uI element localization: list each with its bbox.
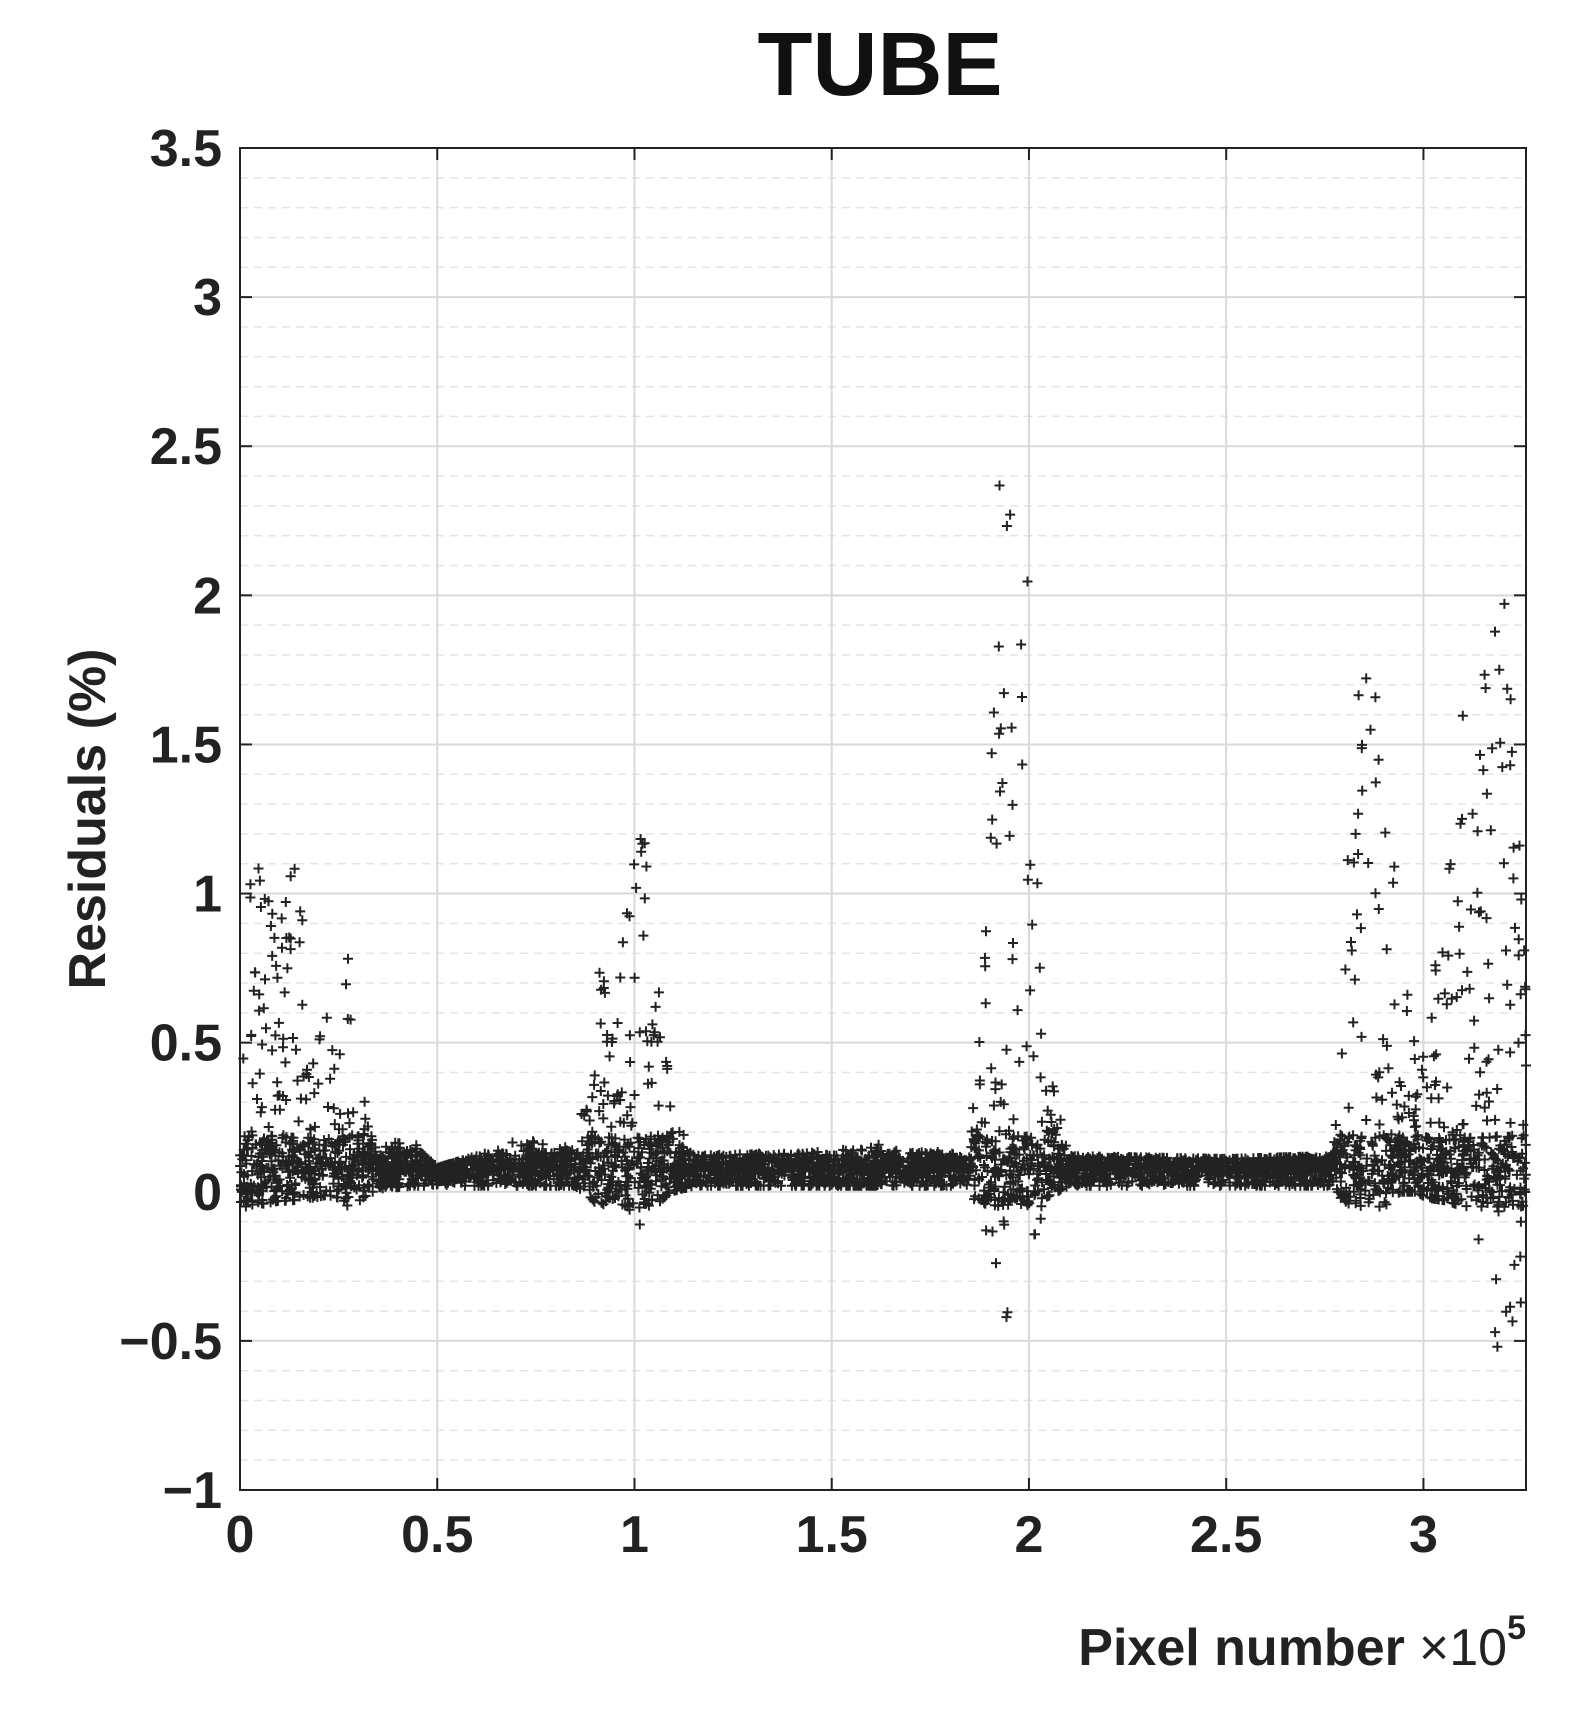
y-tick-label: −0.5 [119,1313,222,1371]
y-axis-label: Residuals (%) [59,649,117,990]
y-tick-label: 3 [193,269,222,327]
y-tick-label: −1 [163,1462,222,1520]
y-tick-label: 1.5 [150,716,222,774]
y-tick-label: 1 [193,866,222,924]
x-axis-exponent: 5 [1507,1609,1526,1647]
x-axis-label-group: Pixel number ×105 [1078,1609,1526,1677]
scatter-markers [235,480,1531,1352]
x-tick-label: 1.5 [796,1506,868,1564]
y-tick-label: 2 [193,567,222,625]
minor-gridlines [240,177,1526,1461]
y-tick-label: 3.5 [150,120,222,178]
y-tick-labels: −1 −0.5 0 0.5 1 1.5 2 2.5 3 3.5 [119,120,222,1520]
x-tick-labels: 0 0.5 1 1.5 2 2.5 3 [226,1506,1438,1564]
y-tick-label: 0.5 [150,1015,222,1073]
y-tick-label: 2.5 [150,418,222,476]
scatter-points [235,480,1531,1352]
x-tick-label: 2 [1014,1506,1043,1564]
x-tick-label: 0.5 [401,1506,473,1564]
x-tick-label: 0 [226,1506,255,1564]
x-tick-label: 3 [1409,1506,1438,1564]
x-axis-exponent-prefix: ×10 [1419,1619,1507,1677]
x-tick-label: 1 [620,1506,649,1564]
axis-ticks [239,147,1526,1491]
plot-area [240,148,1526,1490]
x-axis-label: Pixel number [1078,1619,1405,1677]
axes-frame [239,147,1527,1491]
x-tick-label: 2.5 [1190,1506,1262,1564]
chart-title: TUBE [758,15,1003,115]
y-tick-label: 0 [193,1164,222,1222]
